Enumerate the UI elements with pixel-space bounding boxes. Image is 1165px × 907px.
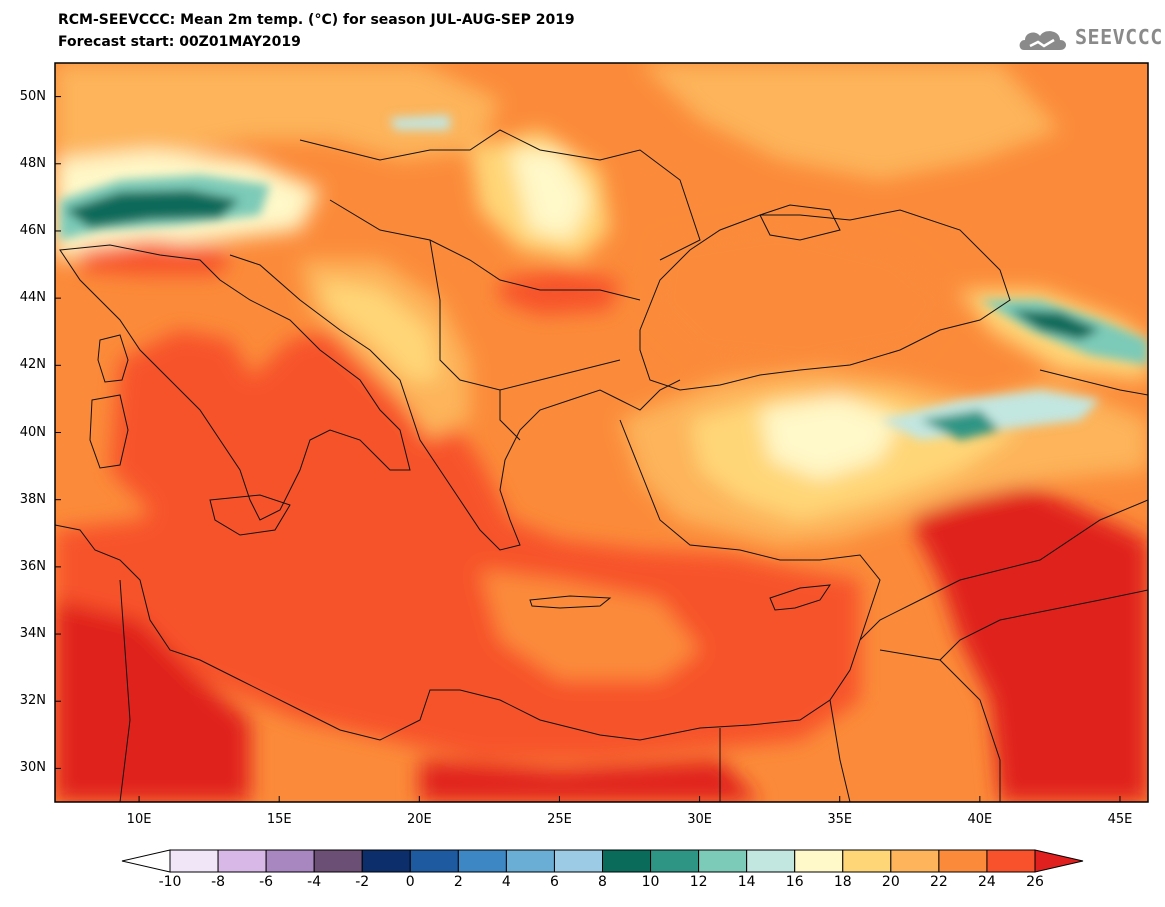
- lon-tick-label: 30E: [687, 812, 712, 827]
- colorbar-segment: [938, 849, 988, 873]
- coastlines: [55, 129, 1148, 802]
- colorbar-level-label: 22: [929, 874, 948, 890]
- colorbar-segment: [794, 849, 844, 873]
- colorbar-level-label: -6: [259, 874, 274, 890]
- colorbar-segment: [602, 849, 652, 873]
- temp-zone-tatra-cool: [390, 115, 450, 130]
- temp-zone-e-anatolia-colder: [920, 410, 1000, 440]
- colorbar-segment: [650, 849, 700, 873]
- lat-tick-label: 40N: [19, 424, 46, 440]
- lon-tick-label: 10E: [126, 812, 152, 827]
- lon-tick-label: 40E: [967, 812, 993, 827]
- cloud-logo-icon: [1019, 31, 1066, 50]
- colorbar-segment: [505, 849, 555, 873]
- colorbar-segment: [265, 849, 315, 873]
- colorbar-over-triangle: [1034, 849, 1084, 873]
- lat-tick-label: 44N: [19, 290, 46, 306]
- lat-tick-label: 30N: [19, 760, 46, 776]
- chart-title: RCM-SEEVCCC: Mean 2m temp. (°C) for seas…: [58, 12, 575, 28]
- axis-ticks: [55, 96, 1121, 802]
- colorbar-segment: [409, 849, 459, 873]
- colorbar-segment: [746, 849, 796, 873]
- colorbar-level-label: 14: [737, 874, 756, 890]
- colorbar-level-label: 18: [833, 874, 852, 890]
- lon-tick-label: 15E: [266, 812, 292, 827]
- temp-zone-north-africa-hot: [55, 600, 250, 802]
- temp-zone-syria-iraq-hot: [910, 480, 1148, 802]
- temp-zone-tyrrhenian: [110, 330, 300, 520]
- temp-zone-libya-hot: [420, 760, 760, 802]
- lat-tick-label: 34N: [19, 626, 46, 642]
- colorbar-level-label: 12: [689, 874, 708, 890]
- colorbar-level-label: 8: [598, 874, 607, 890]
- logo-text: SEEVCCC: [1075, 25, 1163, 49]
- colorbar-level-label: 6: [549, 874, 559, 890]
- colorbar-segment: [890, 849, 940, 873]
- colorbar-segment: [986, 849, 1036, 873]
- colorbar-level-label: 20: [881, 874, 900, 890]
- lon-tick-label: 45E: [1107, 812, 1133, 827]
- colorbar-level-label: -8: [211, 874, 226, 890]
- temp-zone-ukraine: [640, 63, 1060, 180]
- colorbar-level-label: 10: [641, 874, 660, 890]
- colorbar-level-label: 0: [405, 874, 415, 890]
- lat-tick-label: 48N: [19, 155, 46, 171]
- colorbar-under-triangle: [121, 849, 171, 873]
- temp-zone-po-valley: [80, 240, 230, 275]
- temp-zone-aegean: [480, 570, 700, 680]
- lat-tick-label: 32N: [19, 693, 46, 709]
- colorbar-level-label: -10: [158, 874, 182, 890]
- lat-tick-label: 46N: [19, 222, 46, 238]
- colorbar-segment: [698, 849, 748, 873]
- colorbar-level-label: 24: [978, 874, 996, 890]
- temp-zone-black-sea: [650, 220, 960, 370]
- temp-zone-central-europe: [55, 63, 500, 170]
- colorbar-segment: [361, 849, 411, 873]
- colorbar-level-label: 26: [1026, 874, 1044, 890]
- forecast-start-label: Forecast start: 00Z01MAY2019: [58, 34, 301, 50]
- colorbar-level-label: 4: [501, 874, 511, 890]
- temp-zone-caucasus-coldest: [1010, 310, 1100, 340]
- lat-tick-label: 50N: [19, 88, 46, 104]
- colorbar-segment: [217, 849, 267, 873]
- temp-zone-dinaric: [320, 280, 440, 380]
- lat-tick-label: 36N: [19, 558, 46, 574]
- colorbar-segment: [313, 849, 363, 873]
- colorbar-segment: [169, 849, 219, 873]
- temp-zone-alps-coldest: [65, 190, 240, 228]
- lat-tick-label: 38N: [19, 491, 46, 507]
- temp-zone-carpathians-cool: [510, 150, 590, 240]
- temp-zone-anatolia-coolest: [760, 395, 900, 480]
- colorbar-segment: [457, 849, 507, 873]
- lon-tick-label: 20E: [406, 812, 432, 827]
- colorbar-level-label: 2: [453, 874, 463, 890]
- colorbar-level-label: -2: [355, 874, 370, 890]
- temp-zone-wallachia: [500, 270, 620, 315]
- colorbar-segment: [842, 849, 892, 873]
- colorbar-level-label: -4: [307, 874, 322, 890]
- colorbar-segment: [553, 849, 604, 873]
- lon-tick-label: 35E: [827, 812, 853, 827]
- colorbar-level-label: 16: [785, 874, 804, 890]
- lon-tick-label: 25E: [547, 812, 572, 827]
- lat-tick-label: 42N: [19, 357, 46, 373]
